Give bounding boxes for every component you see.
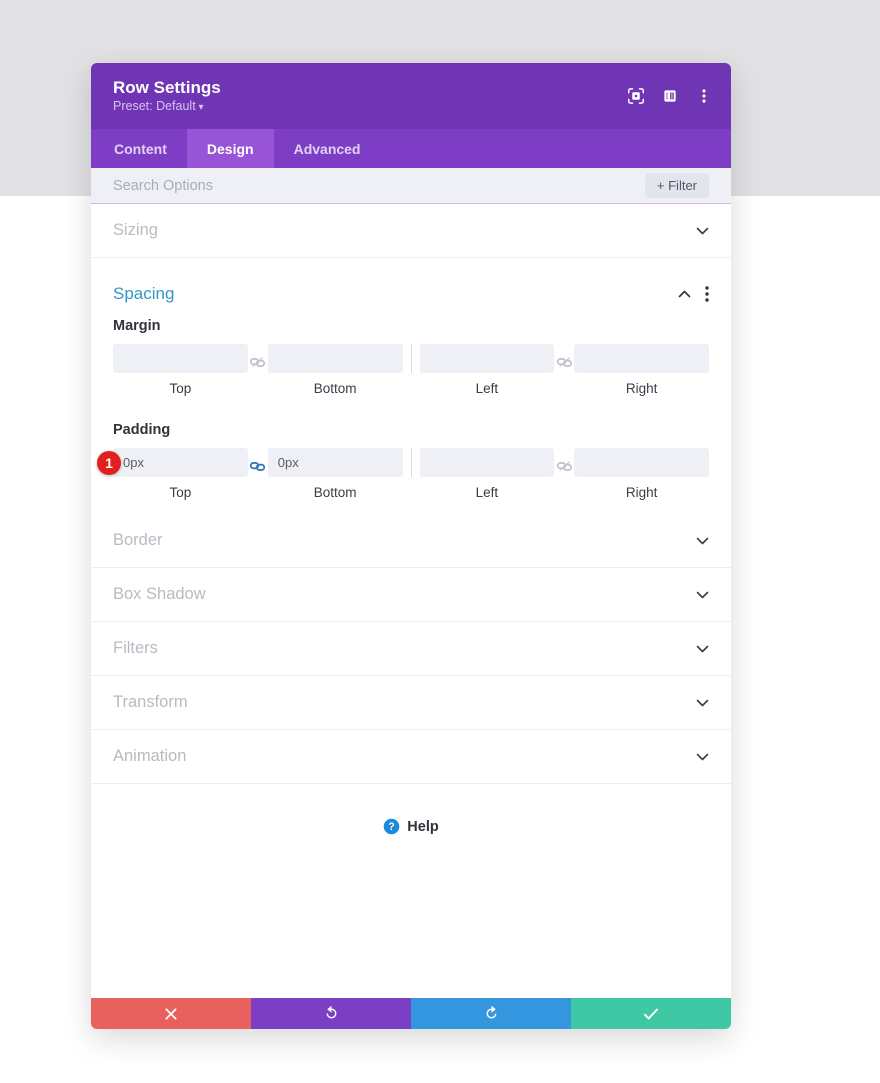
- svg-text:?: ?: [389, 821, 395, 833]
